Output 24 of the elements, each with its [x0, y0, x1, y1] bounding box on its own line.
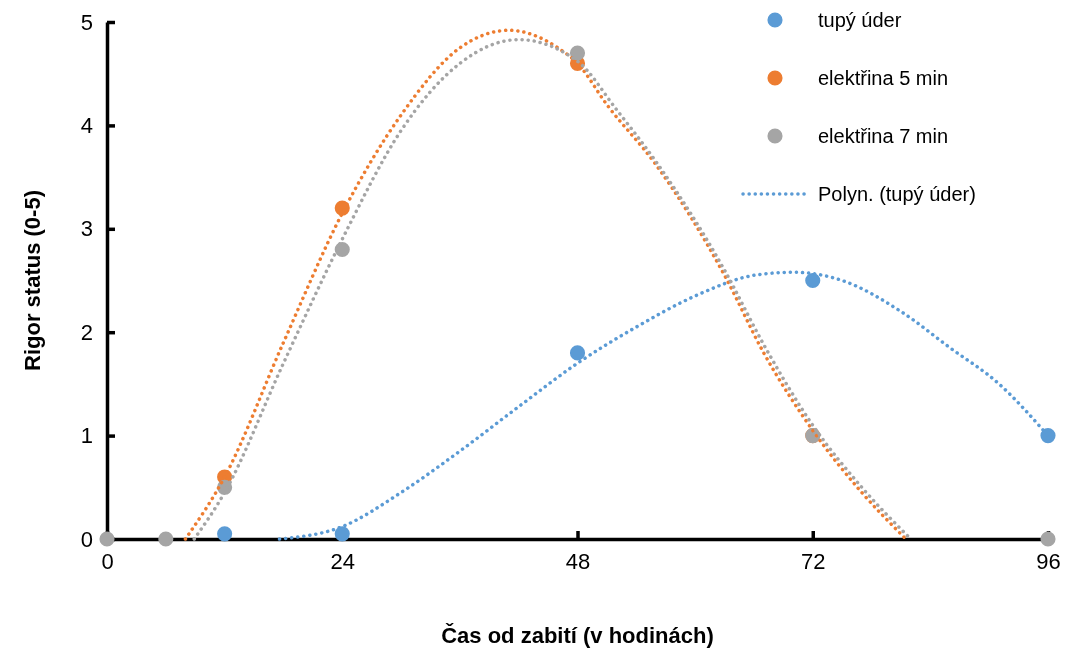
- y-tick-label: 5: [80, 9, 93, 35]
- y-tick-label: 1: [80, 423, 93, 449]
- x-tick-label: 0: [101, 548, 114, 574]
- y-tick-label: 0: [80, 526, 93, 552]
- x-tick-label: 96: [1036, 548, 1061, 574]
- legend-label: Polyn. (tupý úder): [818, 183, 976, 205]
- x-tick-label: 24: [330, 548, 355, 574]
- y-tick-label: 4: [80, 112, 93, 138]
- legend-label: elektřina 5 min: [818, 67, 949, 89]
- point: [569, 345, 586, 361]
- x-tick-label: 48: [565, 548, 591, 574]
- point: [334, 526, 350, 542]
- legend-label: elektřina 7 min: [818, 125, 949, 147]
- y-tick-label: 3: [80, 216, 93, 242]
- y-tick-label: 2: [80, 319, 93, 345]
- point: [805, 272, 821, 289]
- y-axis-title: Rigor status (0-5): [20, 190, 45, 371]
- point: [158, 531, 174, 547]
- point: [217, 526, 233, 542]
- legend-label: tupý úder: [818, 9, 902, 31]
- x-tick-label: 72: [801, 548, 826, 574]
- point: [569, 45, 586, 61]
- point: [1040, 428, 1056, 444]
- x-axis-title: Čas od zabití (v hodinách): [441, 623, 714, 648]
